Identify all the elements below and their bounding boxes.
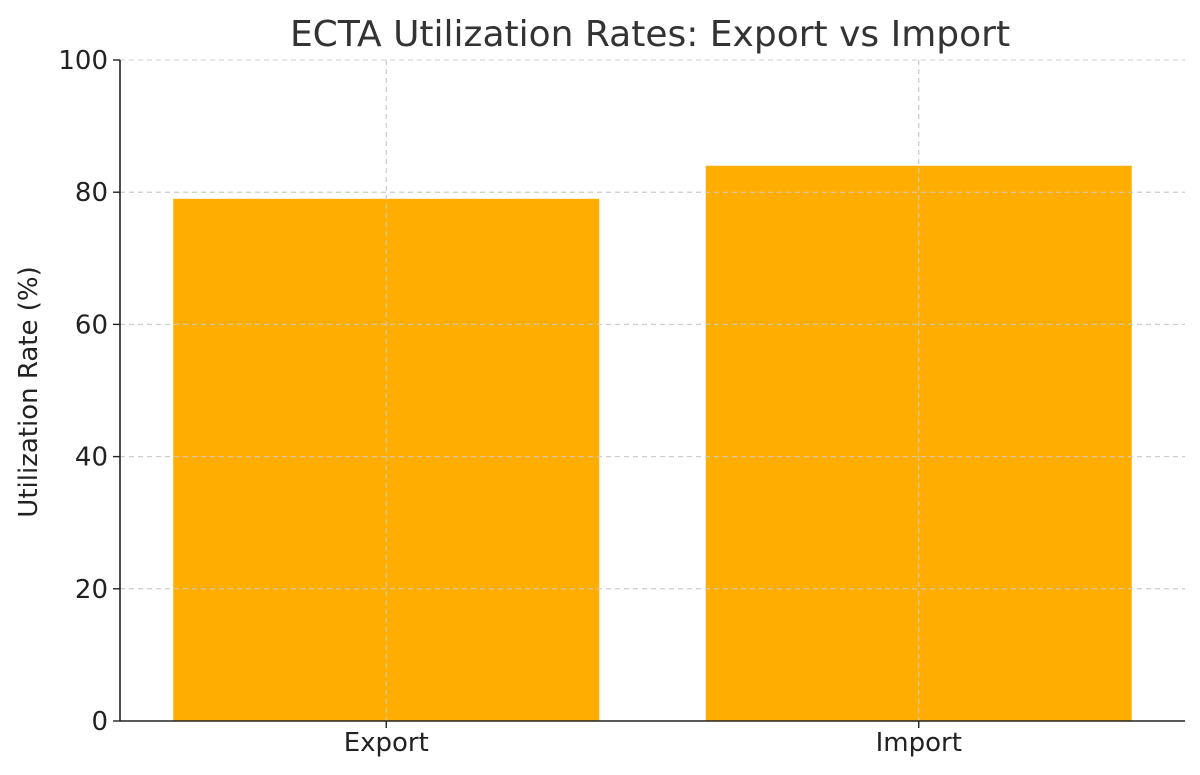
y-tick-label: 60 — [75, 310, 108, 340]
y-tick-label: 20 — [75, 575, 108, 605]
y-tick-label: 80 — [75, 178, 108, 208]
x-tick-label-export: Export — [344, 728, 429, 758]
y-axis-label: Utilization Rate (%) — [14, 266, 44, 517]
y-tick-label: 0 — [91, 707, 108, 737]
axis-layer: 0 20 40 60 80 100 Export Import — [58, 46, 1185, 758]
y-tick-label: 40 — [75, 443, 108, 473]
y-tick-label: 100 — [58, 46, 108, 76]
bar-layer — [120, 59, 1185, 721]
chart-title: ECTA Utilization Rates: Export vs Import — [290, 14, 1010, 55]
x-tick-label-import: Import — [876, 728, 962, 758]
